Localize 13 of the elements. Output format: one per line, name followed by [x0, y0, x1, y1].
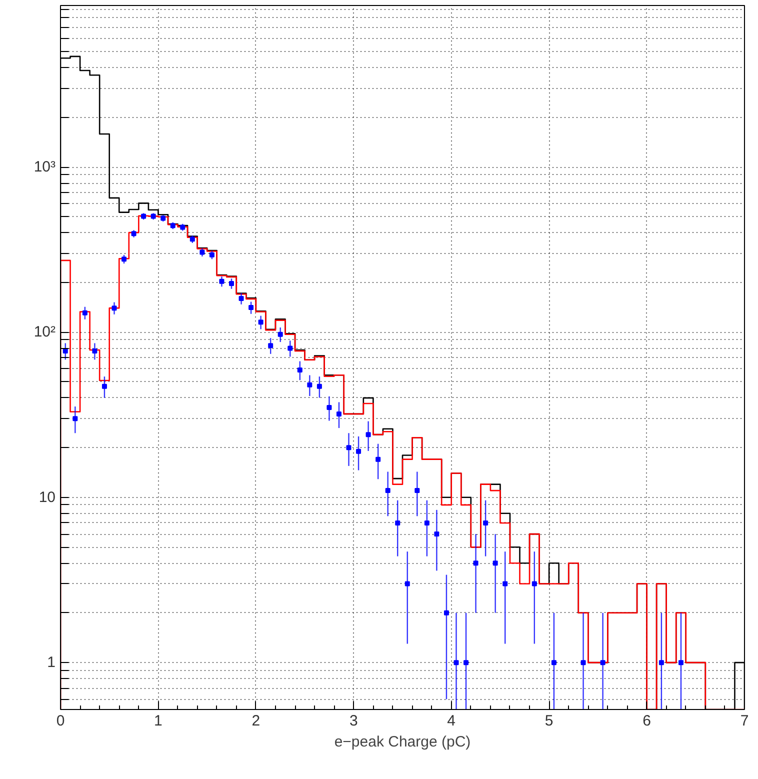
x-axis-title: e−peak Charge (pC) — [334, 734, 471, 750]
x-tick-label: 5 — [544, 712, 554, 730]
x-tick-label: 3 — [349, 712, 358, 730]
x-tick-label: 4 — [447, 712, 456, 730]
x-tick-label: 1 — [154, 712, 162, 730]
x-tick-label: 0 — [56, 712, 65, 730]
x-tick-label: 2 — [252, 712, 260, 730]
y-tick-label: 10³ — [34, 158, 56, 176]
y-tick-label: 10 — [38, 488, 56, 506]
y-tick-label: 10² — [34, 324, 56, 341]
x-tick-label: 7 — [740, 712, 749, 730]
y-tick-label: 1 — [47, 654, 56, 672]
x-tick-label: 6 — [642, 712, 651, 730]
